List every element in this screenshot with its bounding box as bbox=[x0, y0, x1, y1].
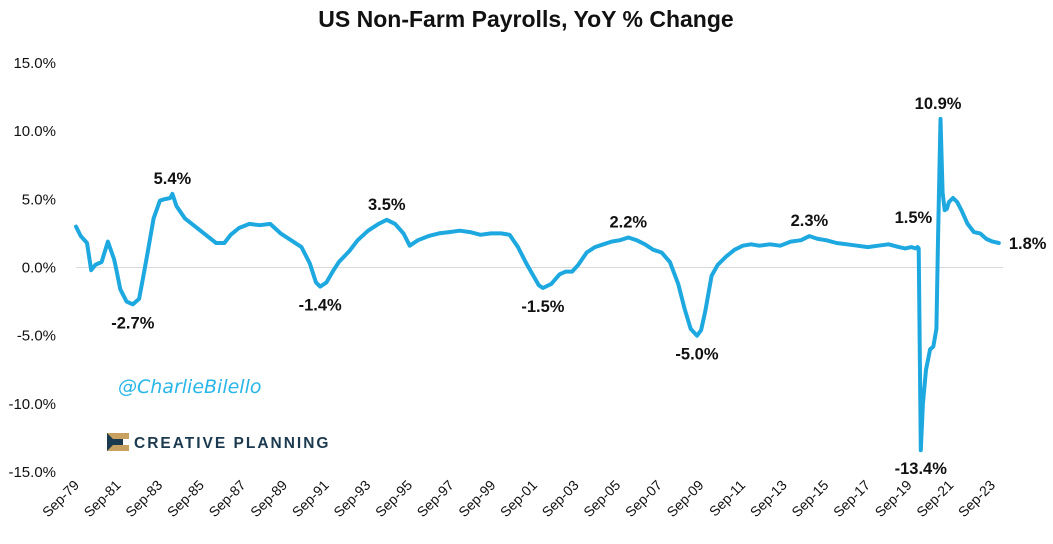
x-tick-label: Sep-15 bbox=[788, 477, 831, 520]
data-label: -5.0% bbox=[675, 346, 718, 364]
x-tick-label: Sep-23 bbox=[955, 477, 998, 520]
x-tick-label: Sep-07 bbox=[622, 477, 665, 520]
twitter-handle: @CharlieBilello bbox=[118, 376, 261, 398]
data-label: -1.5% bbox=[521, 298, 564, 316]
x-tick-label: Sep-87 bbox=[205, 477, 248, 520]
x-tick-label: Sep-79 bbox=[39, 477, 82, 520]
x-tick-label: Sep-97 bbox=[414, 477, 457, 520]
x-tick-label: Sep-17 bbox=[830, 477, 873, 520]
x-tick-label: Sep-99 bbox=[455, 477, 498, 520]
x-tick-label: Sep-01 bbox=[497, 477, 540, 520]
data-label: 2.3% bbox=[791, 212, 829, 230]
data-label: 2.2% bbox=[609, 214, 647, 232]
y-tick-label: -10.0% bbox=[8, 396, 56, 413]
y-tick-label: -15.0% bbox=[8, 464, 56, 481]
x-tick-label: Sep-93 bbox=[330, 477, 373, 520]
data-label: -13.4% bbox=[895, 460, 948, 478]
data-label: 1.5% bbox=[895, 209, 933, 227]
x-tick-label: Sep-89 bbox=[247, 477, 290, 520]
x-tick-label: Sep-13 bbox=[747, 477, 790, 520]
data-label: 5.4% bbox=[154, 170, 192, 188]
brand-name: CREATIVE PLANNING bbox=[134, 435, 330, 452]
y-tick-label: 0.0% bbox=[22, 260, 56, 277]
x-tick-label: Sep-95 bbox=[372, 477, 415, 520]
x-tick-label: Sep-05 bbox=[580, 477, 623, 520]
y-axis: 15.0% 10.0% 5.0% 0.0% -5.0% -10.0% -15.0% bbox=[8, 55, 56, 481]
data-label: -2.7% bbox=[111, 314, 154, 332]
watermark: @CharlieBilello CREATIVE PLANNING bbox=[107, 376, 330, 452]
data-label: 3.5% bbox=[368, 196, 406, 214]
data-labels: 5.4% -2.7% -1.4% 3.5% -1.5% 2.2% -5.0% 2.3% 1.5%… bbox=[111, 95, 1046, 478]
data-label: 1.8% bbox=[1009, 235, 1047, 253]
data-label: -1.4% bbox=[299, 297, 342, 315]
x-tick-label: Sep-09 bbox=[663, 477, 706, 520]
x-tick-label: Sep-11 bbox=[706, 477, 749, 520]
x-tick-label: Sep-85 bbox=[164, 477, 207, 520]
creative-planning-logo-icon bbox=[107, 433, 129, 451]
x-tick-label: Sep-21 bbox=[913, 477, 956, 520]
x-tick-label: Sep-83 bbox=[122, 477, 165, 520]
y-tick-label: 15.0% bbox=[13, 55, 56, 72]
x-tick-label: Sep-19 bbox=[872, 477, 915, 520]
y-tick-label: -5.0% bbox=[17, 328, 56, 345]
x-tick-label: Sep-91 bbox=[289, 477, 332, 520]
chart-title: US Non-Farm Payrolls, YoY % Change bbox=[318, 6, 733, 32]
x-tick-label: Sep-03 bbox=[538, 477, 581, 520]
x-tick-label: Sep-81 bbox=[81, 477, 124, 520]
y-tick-label: 10.0% bbox=[13, 123, 56, 140]
series-line bbox=[74, 116, 1001, 453]
y-tick-label: 5.0% bbox=[22, 191, 56, 208]
data-label: 10.9% bbox=[915, 95, 962, 113]
